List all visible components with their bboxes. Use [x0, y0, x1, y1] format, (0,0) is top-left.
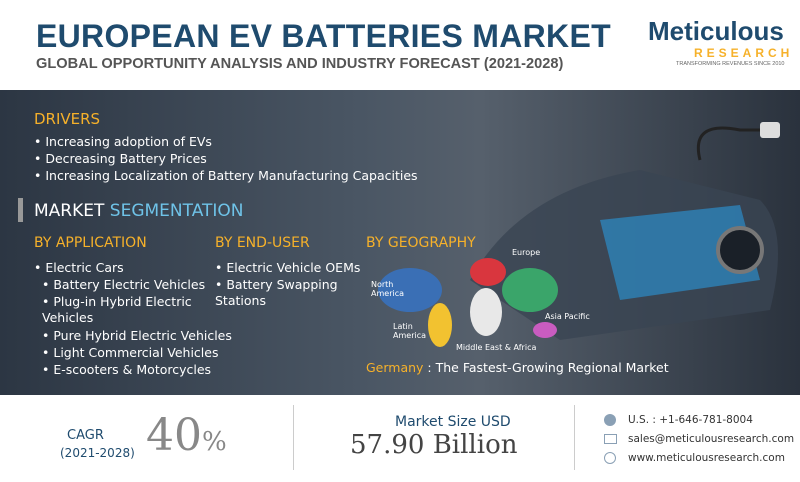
subtitle: GLOBAL OPPORTUNITY ANALYSIS AND INDUSTRY…	[36, 56, 564, 72]
app-item: • Light Commercial Vehicles	[42, 345, 219, 360]
segment-bar	[18, 198, 23, 222]
end-user-title: BY END-USER	[215, 235, 310, 251]
app-item: • Electric Cars	[34, 260, 124, 275]
cagr-period: (2021-2028)	[60, 446, 135, 460]
region-label: Middle East & Africa	[456, 343, 537, 352]
end-user-item: • Electric Vehicle OEMs	[215, 260, 361, 275]
app-item: • Pure Hybrid Electric Vehicles	[42, 328, 232, 343]
map-latam	[428, 303, 452, 347]
segmentation-title: MARKET SEGMENTATION	[34, 201, 244, 221]
size-label: Market Size USD	[395, 414, 511, 430]
main-panel: DRIVERS • Increasing adoption of EVs • D…	[0, 90, 800, 395]
size-value: 57.90 Billion	[350, 430, 518, 460]
logo-name: Meticulous	[648, 16, 784, 46]
driver: • Increasing adoption of EVs	[34, 134, 212, 149]
app-item: • Battery Electric Vehicles	[42, 277, 206, 292]
end-user-item: • Battery Swapping Stations	[215, 277, 338, 308]
logo-sub: RESEARCH	[694, 46, 794, 60]
application-title: BY APPLICATION	[34, 235, 147, 251]
logo-tagline: TRANSFORMING REVENUES SINCE 2010	[676, 61, 785, 67]
driver: • Decreasing Battery Prices	[34, 151, 207, 166]
cagr-value: 40%	[146, 410, 227, 461]
contact: www.meticulousresearch.com	[628, 452, 785, 464]
geography-title: BY GEOGRAPHY	[366, 235, 476, 251]
map-europe	[470, 258, 506, 286]
region-label: Europe	[512, 248, 541, 257]
title: EUROPEAN EV BATTERIES MARKET	[36, 18, 611, 54]
battery-pack	[600, 205, 760, 300]
art	[18, 122, 780, 347]
map-mea	[470, 288, 502, 336]
contact: U.S. : +1-646-781-8004	[628, 414, 753, 426]
app-item: • E-scooters & Motorcycles	[42, 362, 212, 377]
divider	[293, 405, 294, 470]
plug	[760, 122, 780, 138]
region-label: Asia Pacific	[545, 312, 590, 321]
web-icon	[604, 452, 616, 464]
highlight: Germany : The Fastest-Growing Regional M…	[366, 360, 669, 375]
map-asia	[502, 268, 558, 312]
driver: • Increasing Localization of Battery Man…	[34, 168, 418, 183]
app-item: • Plug-in Hybrid Electric Vehicles	[42, 294, 192, 325]
cagr-label: CAGR	[67, 428, 104, 443]
region-label: North America	[371, 280, 404, 298]
phone-icon	[604, 414, 616, 426]
map-na	[378, 268, 442, 312]
plug-cable	[697, 126, 760, 161]
divider	[574, 405, 575, 470]
map-oceania	[533, 322, 557, 338]
drivers-title: DRIVERS	[34, 110, 101, 128]
wheel	[716, 226, 764, 274]
contact: sales@meticulousresearch.com	[628, 433, 795, 445]
mail-icon	[604, 434, 617, 444]
region-label: Latin America	[393, 322, 426, 340]
